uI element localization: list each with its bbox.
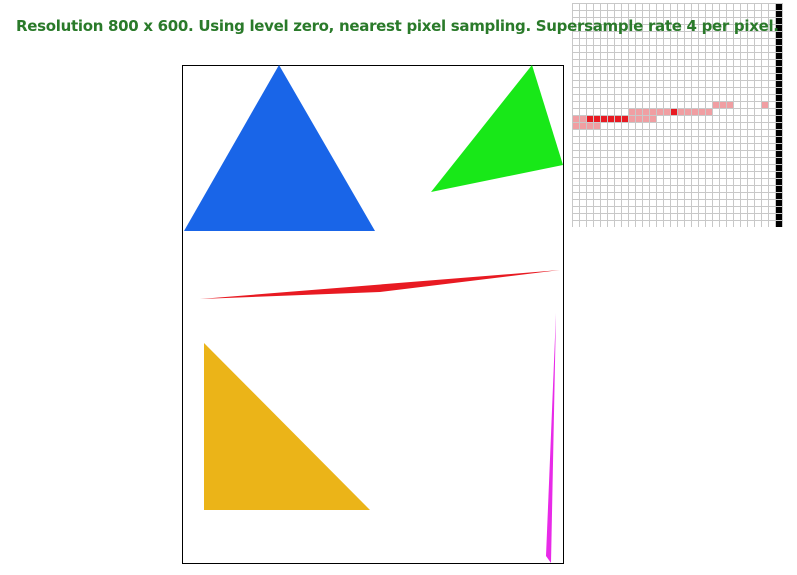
zoom-pixel bbox=[628, 115, 635, 122]
zoom-pixel bbox=[635, 115, 642, 122]
zoom-pixel bbox=[670, 108, 677, 115]
zoom-pixel bbox=[572, 122, 579, 129]
zoom-pixel bbox=[628, 108, 635, 115]
zoom-pixel bbox=[642, 115, 649, 122]
status-text: Resolution 800 x 600. Using level zero, … bbox=[16, 17, 779, 35]
zoom-pixel bbox=[698, 108, 705, 115]
green-triangle bbox=[431, 65, 563, 192]
zoom-pixel bbox=[656, 108, 663, 115]
zoom-pixel bbox=[684, 108, 691, 115]
zoom-pixel bbox=[586, 115, 593, 122]
yellow-triangle bbox=[204, 343, 370, 510]
zoom-pixel bbox=[586, 122, 593, 129]
zoom-pixel bbox=[712, 101, 719, 108]
zoom-pixel bbox=[572, 115, 579, 122]
zoom-pixel bbox=[719, 101, 726, 108]
magenta-triangle bbox=[546, 313, 556, 563]
zoom-grid bbox=[572, 3, 783, 227]
zoom-pixel bbox=[579, 122, 586, 129]
zoom-pixel bbox=[642, 108, 649, 115]
zoom-pixel bbox=[614, 115, 621, 122]
blue-triangle bbox=[184, 65, 375, 231]
zoom-pixel bbox=[593, 122, 600, 129]
zoom-pixel bbox=[649, 108, 656, 115]
zoom-pixel bbox=[579, 115, 586, 122]
zoom-pixel bbox=[761, 101, 768, 108]
zoom-pixel bbox=[593, 115, 600, 122]
zoom-pixel bbox=[649, 115, 656, 122]
zoom-pixel bbox=[726, 101, 733, 108]
zoom-pixel bbox=[621, 115, 628, 122]
zoom-pixel bbox=[705, 108, 712, 115]
zoom-pixel bbox=[600, 115, 607, 122]
zoom-pixel bbox=[663, 108, 670, 115]
zoom-pixel bbox=[691, 108, 698, 115]
zoom-pixel bbox=[635, 108, 642, 115]
zoom-pixel bbox=[607, 115, 614, 122]
zoom-pixel bbox=[677, 108, 684, 115]
zoom-inspector-panel[interactable] bbox=[572, 3, 790, 227]
red-triangle bbox=[200, 270, 560, 299]
